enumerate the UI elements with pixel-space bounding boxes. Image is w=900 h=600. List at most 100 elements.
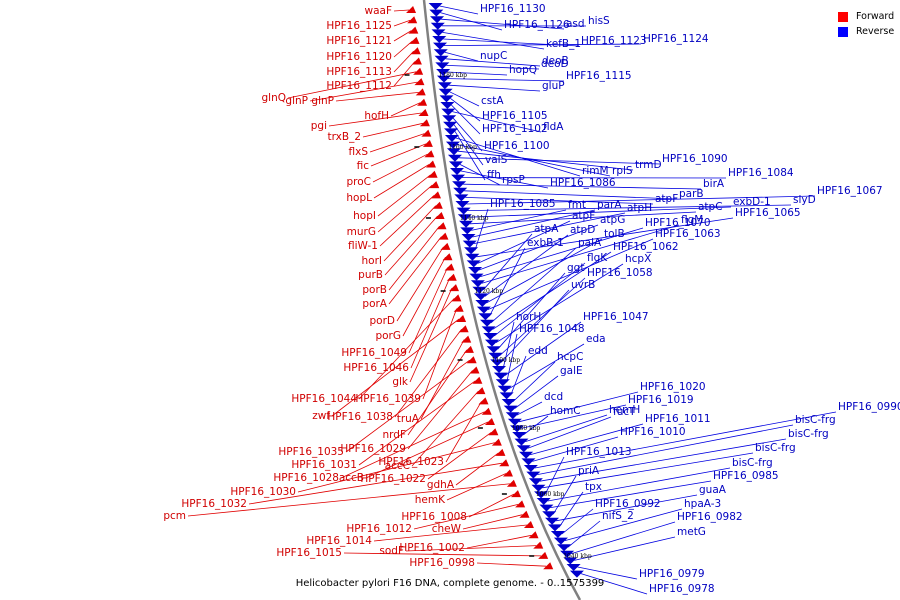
forward-gene-label: HPF16_1031 [291,459,357,471]
reverse-gene-label: atpA [534,223,559,235]
forward-gene-label: accC [385,460,410,472]
forward-leader-line [345,359,470,453]
forward-gene-arrow [432,201,443,209]
forward-leader-line [405,545,537,552]
forward-gene-arrow [413,67,424,75]
forward-leader-line [390,102,421,117]
forward-leader-line [384,215,438,276]
reverse-gene-arrow [476,306,491,314]
reverse-gene-arrow [430,16,445,24]
reverse-gene-label: HPF16_1123 [581,35,647,47]
reverse-gene-label: rimM [582,165,609,177]
reverse-gene-arrow [505,412,520,420]
forward-gene-arrow [528,531,539,539]
reverse-gene-label: hemH [609,404,640,416]
forward-gene-label: trxB_2 [328,131,362,143]
reverse-gene-arrow [493,372,508,380]
reverse-gene-label: nifS_2 [602,510,634,522]
reverse-leader-line [467,204,792,211]
reverse-leader-line [483,233,533,291]
reverse-leader-line [561,508,594,535]
reverse-gene-arrow [455,201,470,208]
forward-gene-label: HPF16_1030 [230,486,296,498]
reverse-gene-label: tpx [585,481,602,493]
forward-leader-line [388,236,442,305]
reverse-gene-arrow [481,326,496,334]
reverse-gene-label: bisC-frg [795,414,836,426]
forward-gene-arrow [438,232,449,240]
reverse-leader-line [499,277,586,357]
reverse-gene-label: HPF16_1010 [620,426,686,438]
reverse-gene-arrow [550,531,565,538]
reverse-leader-line [537,424,794,475]
reverse-leader-line [478,224,599,271]
reverse-gene-label: HPF16_1086 [550,177,616,189]
forward-gene-arrow [472,376,483,384]
reverse-gene-label: fucT [613,406,636,418]
reverse-gene-arrow [449,168,464,175]
forward-leader-line [393,19,411,27]
forward-gene-arrow [538,551,549,559]
reverse-leader-line [458,157,661,165]
reverse-gene-label: uvrB [571,279,595,291]
forward-gene-label: HPF16_1022 [360,473,426,485]
forward-leader-line [369,133,425,153]
reverse-gene-arrow [442,115,457,123]
reverse-gene-label: HPF16_1115 [566,70,632,82]
forward-gene-arrow [411,57,422,65]
reverse-leader-line [470,211,697,225]
reverse-gene-arrow [523,465,538,472]
forward-gene-label: waaF [365,5,393,17]
reverse-gene-label: hisS [588,15,610,27]
forward-gene-label: glnQ [261,92,286,104]
reverse-leader-line [508,343,585,390]
forward-gene-arrow [415,88,426,96]
reverse-leader-line [518,391,639,423]
reverse-gene-arrow [473,293,488,301]
forward-gene-arrow [421,129,432,137]
reverse-gene-label: hopQ [509,64,537,76]
reverse-gene-label: exbD-1 [733,196,771,208]
forward-leader-line [379,195,435,247]
forward-gene-label: HPF16_1035 [278,446,344,458]
reverse-gene-label: atpD [570,224,595,236]
reverse-gene-label: HPF16_1047 [583,311,649,323]
forward-gene-arrow [533,541,544,549]
reverse-leader-line [484,234,569,297]
forward-leader-line [407,349,468,436]
reverse-gene-label: guaA [699,484,727,496]
reverse-gene-label: atpC [698,201,723,213]
reverse-gene-label: HPF16_1126 [504,19,570,31]
reverse-gene-arrow [435,62,450,70]
forward-gene-arrow [453,304,464,312]
forward-gene-label: HPF16_1028 [273,472,339,484]
reverse-gene-label: HPF16_0982 [677,511,743,523]
reverse-gene-label: HPF16_1102 [482,123,548,135]
reverse-leader-line [495,263,624,343]
reverse-gene-arrow [556,544,571,552]
reverse-leader-line [486,238,603,304]
forward-gene-arrow [488,428,499,436]
forward-gene-label: porA [362,298,387,310]
reverse-gene-arrow [519,451,534,459]
forward-leader-line [462,514,523,530]
forward-gene-arrow [434,212,445,219]
reverse-gene-label: deoB [542,55,569,67]
forward-gene-label: HPF16_1039 [355,393,421,405]
reverse-gene-label: parB [679,188,704,200]
forward-gene-label: glnP [285,95,308,107]
reverse-leader-line [558,491,584,528]
forward-gene-label: hemK [415,494,446,506]
legend-label-forward: Forward [856,11,895,22]
reverse-gene-arrow [510,425,525,433]
reverse-gene-arrow [460,227,475,235]
forward-gene-arrow [461,335,472,343]
forward-leader-line [383,205,437,262]
forward-leader-line [372,153,428,183]
reverse-gene-label: dcd [544,391,563,403]
reverse-leader-line [504,321,582,376]
forward-gene-arrow [436,222,447,230]
reverse-gene-label: asd [566,18,585,30]
reverse-leader-line [468,206,732,218]
forward-leader-line [427,431,492,480]
